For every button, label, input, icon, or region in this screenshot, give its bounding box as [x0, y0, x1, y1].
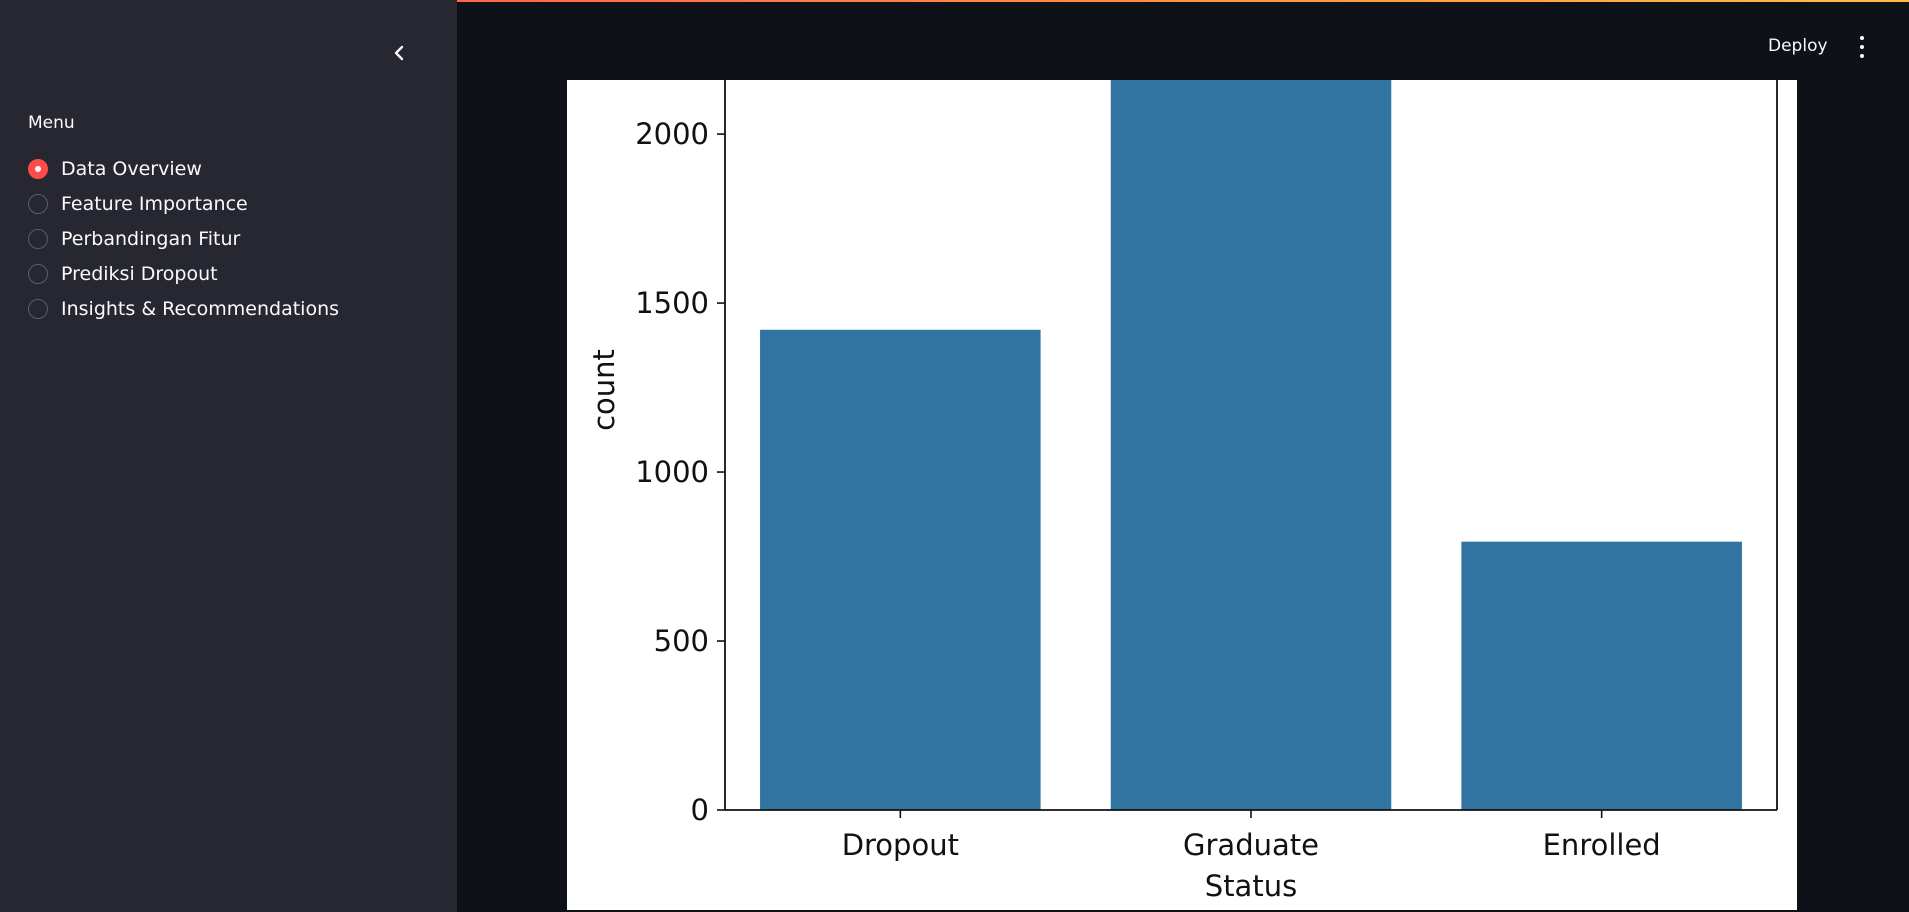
menu-option-data-overview[interactable]: Data Overview — [28, 151, 339, 186]
menu-option-perbandingan-fitur[interactable]: Perbandingan Fitur — [28, 221, 339, 256]
menu-option-label: Feature Importance — [61, 192, 248, 215]
kebab-menu-icon[interactable] — [1852, 36, 1872, 58]
radio-selected-icon[interactable] — [28, 158, 48, 179]
menu-option-insights-recommendations[interactable]: Insights & Recommendations — [28, 291, 339, 326]
sidebar-collapse-button[interactable] — [386, 40, 412, 66]
menu-option-feature-importance[interactable]: Feature Importance — [28, 186, 339, 221]
x-axis-title: Status — [1205, 869, 1297, 903]
bar-graduate — [1110, 80, 1392, 810]
chevron-left-icon — [394, 45, 404, 61]
x-tick-label: Dropout — [842, 828, 959, 862]
y-tick-label: 1500 — [635, 286, 709, 320]
menu-option-label: Insights & Recommendations — [61, 297, 340, 320]
bar-enrolled — [1461, 541, 1742, 810]
y-tick-label: 2000 — [635, 117, 709, 151]
labels-layer: Dropout Graduate Enrolled 0 500 1000 1500 2000 S… — [587, 117, 1661, 903]
menu-option-prediksi-dropout[interactable]: Prediksi Dropout — [28, 256, 339, 291]
axes-layer — [717, 80, 1778, 818]
radio-unselected-icon[interactable] — [28, 298, 48, 319]
y-tick-label: 500 — [654, 624, 709, 658]
x-tick-label: Enrolled — [1543, 828, 1661, 862]
menu-option-label: Prediksi Dropout — [61, 262, 218, 285]
bar-dropout — [760, 329, 1041, 810]
menu-radio-group: Data Overview Feature Importance Perband… — [28, 151, 339, 326]
sidebar: Menu Data Overview Feature Importance Pe… — [0, 0, 457, 912]
radio-unselected-icon[interactable] — [28, 263, 48, 284]
deploy-button[interactable]: Deploy — [1768, 36, 1828, 56]
y-axis-title: count — [587, 349, 621, 431]
bars-layer — [760, 80, 1742, 810]
radio-unselected-icon[interactable] — [28, 228, 48, 249]
radio-unselected-icon[interactable] — [28, 193, 48, 214]
menu-option-label: Data Overview — [61, 157, 202, 180]
y-tick-label: 1000 — [635, 455, 709, 489]
chart-container: Dropout Graduate Enrolled 0 500 1000 1500 2000 S… — [567, 80, 1797, 910]
top-decoration-bar — [0, 0, 1909, 2]
x-tick-label: Graduate — [1183, 828, 1319, 862]
menu-option-label: Perbandingan Fitur — [61, 227, 241, 250]
bar-chart: Dropout Graduate Enrolled 0 500 1000 1500 2000 S… — [587, 80, 1778, 903]
menu-label: Menu — [28, 113, 75, 133]
y-tick-label: 0 — [691, 793, 709, 827]
